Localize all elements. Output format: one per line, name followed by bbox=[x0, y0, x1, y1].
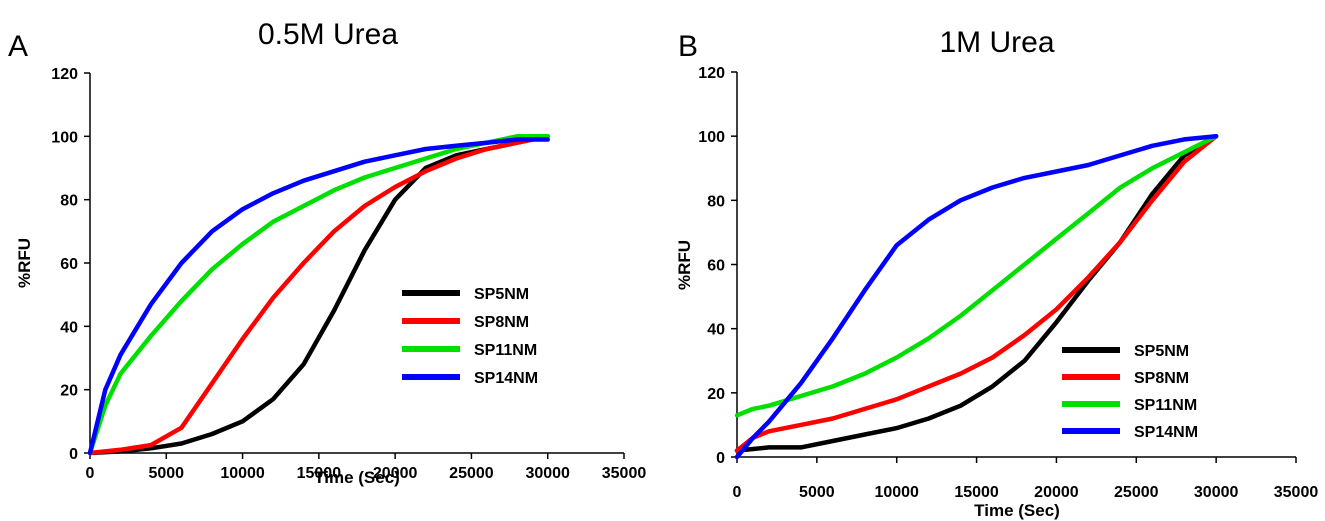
y-tick-label-a: 20 bbox=[60, 383, 78, 400]
legend-label-sp8nm-a: SP8NM bbox=[474, 314, 529, 331]
series-line-sp14nm-b bbox=[734, 133, 1219, 460]
x-tick-label-b: 0 bbox=[733, 484, 742, 501]
series-line-sp8nm-a bbox=[87, 134, 550, 456]
x-tick-label-b: 10000 bbox=[874, 484, 919, 501]
y-tick-label-b: 20 bbox=[707, 386, 725, 403]
x-tick-label-b: 5000 bbox=[799, 484, 835, 501]
x-axis-title-a: Time (Sec) bbox=[314, 468, 400, 487]
x-tick-label-a: 30000 bbox=[525, 465, 570, 482]
x-tick-label-a: 10000 bbox=[220, 465, 265, 482]
x-tick-label-a: 5000 bbox=[148, 465, 184, 482]
y-tick-label-a: 120 bbox=[51, 66, 78, 83]
series-line-sp8nm-b bbox=[734, 133, 1219, 453]
y-tick-label-b: 60 bbox=[707, 258, 725, 275]
legend-label-sp5nm-a: SP5NM bbox=[474, 286, 529, 303]
legend-a: SP5NM SP8NM SP11NM SP14NM bbox=[402, 286, 538, 387]
panel-letter-a: A bbox=[8, 30, 28, 63]
y-tick-label-b: 80 bbox=[707, 193, 725, 210]
legend-label-sp8nm-b: SP8NM bbox=[1134, 370, 1189, 387]
chart-panel-b: B 1M Urea 0 5000 10000 15000 20000 25000 30000… bbox=[675, 26, 1318, 520]
x-tick-label-b: 15000 bbox=[954, 484, 999, 501]
x-tick-label-b: 20000 bbox=[1034, 484, 1079, 501]
x-tick-label-b: 25000 bbox=[1114, 484, 1159, 501]
series-layer-a bbox=[87, 134, 550, 456]
y-tick-label-b: 120 bbox=[698, 65, 725, 82]
legend-label-sp11nm-b: SP11NM bbox=[1134, 397, 1197, 414]
legend-label-sp14nm-b: SP14NM bbox=[1134, 424, 1198, 441]
x-tick-label-b: 35000 bbox=[1274, 484, 1319, 501]
legend-label-sp14nm-a: SP14NM bbox=[474, 370, 538, 387]
panel-letter-b: B bbox=[678, 30, 698, 63]
x-tick-label-a: 20000 bbox=[373, 465, 418, 482]
chart-title-b: 1M Urea bbox=[939, 26, 1054, 59]
chart-title-a: 0.5M Urea bbox=[258, 18, 398, 51]
chart-panel-a: A 0.5M Urea 0 5000 10000 15000 20000 25000 300… bbox=[8, 18, 646, 487]
y-axis-title-b: %RFU bbox=[675, 240, 694, 290]
series-line-sp14nm-a bbox=[87, 137, 550, 456]
y-tick-label-a: 40 bbox=[60, 319, 78, 336]
legend-b: SP5NM SP8NM SP11NM SP14NM bbox=[1062, 343, 1198, 441]
legend-label-sp11nm-a: SP11NM bbox=[474, 342, 537, 359]
x-tick-label-a: 25000 bbox=[449, 465, 494, 482]
y-tick-label-b: 0 bbox=[716, 450, 725, 467]
x-axis-title-b: Time (Sec) bbox=[974, 501, 1060, 520]
legend-label-sp5nm-b: SP5NM bbox=[1134, 343, 1189, 360]
y-tick-label-b: 100 bbox=[698, 129, 725, 146]
y-tick-label-a: 60 bbox=[60, 256, 78, 273]
series-layer-b bbox=[734, 133, 1219, 460]
ticks-b: 0 5000 10000 15000 20000 25000 30000 35000 0 20 40… bbox=[698, 65, 1318, 501]
y-tick-label-b: 40 bbox=[707, 322, 725, 339]
x-tick-label-b: 30000 bbox=[1194, 484, 1239, 501]
y-tick-label-a: 0 bbox=[69, 446, 78, 463]
x-tick-label-a: 15000 bbox=[297, 465, 342, 482]
y-tick-label-a: 100 bbox=[51, 129, 78, 146]
y-axis-title-a: %RFU bbox=[15, 238, 34, 288]
y-tick-label-a: 80 bbox=[60, 193, 78, 210]
x-tick-label-a: 0 bbox=[86, 465, 95, 482]
ticks-a: 0 5000 10000 15000 20000 25000 30000 35000 0 20 40… bbox=[51, 66, 646, 482]
x-tick-label-a: 35000 bbox=[602, 465, 647, 482]
